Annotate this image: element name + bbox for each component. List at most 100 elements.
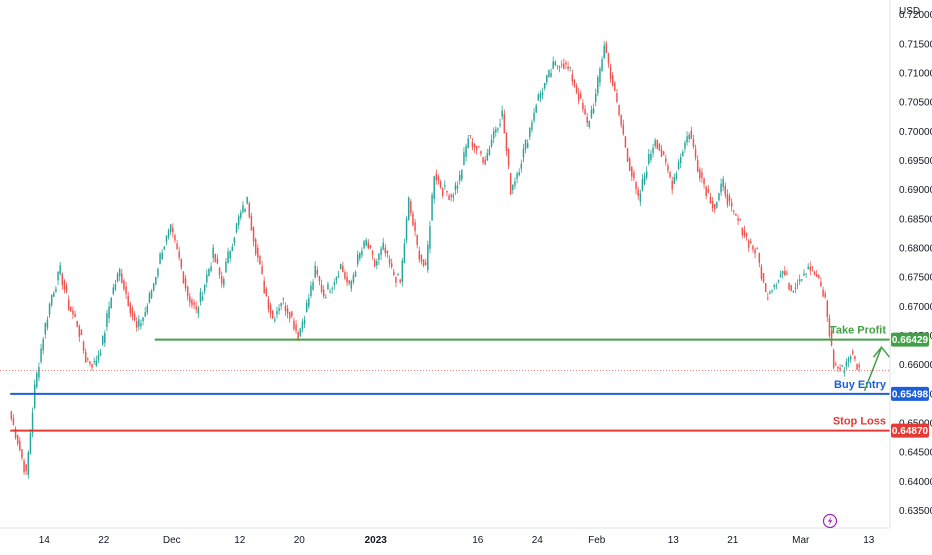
- candle-body: [371, 251, 374, 255]
- candle-body: [849, 356, 852, 360]
- candle-body: [478, 146, 480, 148]
- candle-body: [486, 153, 489, 161]
- take_profit-badge: [891, 332, 929, 347]
- lightning-icon[interactable]: [822, 513, 838, 529]
- candle-body: [414, 222, 416, 232]
- candle-body: [348, 280, 350, 284]
- candle-body: [106, 313, 108, 328]
- candle-body: [686, 136, 688, 143]
- levels-layer: Take Profit Buy Entry Stop Loss: [0, 325, 891, 432]
- candle-body: [441, 188, 444, 196]
- candle-body: [176, 243, 178, 250]
- candle-body: [660, 149, 663, 157]
- x-tick-label: Feb: [588, 535, 606, 546]
- candle-body: [184, 278, 187, 289]
- candle-body: [758, 253, 761, 263]
- candle-body: [329, 291, 331, 293]
- candle-body: [267, 298, 270, 310]
- candle-body: [777, 280, 780, 282]
- candle-body: [159, 253, 161, 264]
- candle-body: [701, 172, 703, 179]
- candle-body: [503, 114, 506, 134]
- candle-body: [331, 288, 333, 290]
- price-badges: 0.66429 0.65498 0.64870: [891, 332, 929, 438]
- candle-body: [346, 276, 348, 283]
- candle-body: [505, 132, 508, 152]
- candle-body: [471, 142, 474, 148]
- candle-body: [382, 242, 384, 250]
- candle-body: [667, 165, 669, 171]
- candle-body: [726, 194, 729, 205]
- candle-body: [161, 252, 163, 260]
- candle-body: [97, 354, 100, 360]
- candle-body: [786, 272, 788, 275]
- candle-body: [308, 298, 310, 307]
- candle-body: [575, 85, 578, 93]
- candle-body: [380, 248, 382, 255]
- candle-body: [405, 218, 408, 241]
- candle-body: [682, 152, 684, 157]
- candle-body: [535, 105, 537, 113]
- candle-body: [801, 279, 803, 281]
- candle-body: [276, 311, 278, 315]
- candle-body: [354, 271, 357, 277]
- candle-body: [779, 274, 782, 278]
- candle-body: [50, 294, 53, 305]
- candle-body: [218, 267, 221, 275]
- candle-body: [798, 279, 801, 282]
- candle-body: [439, 182, 442, 188]
- candle-body: [12, 418, 15, 426]
- candle-body: [359, 253, 361, 259]
- candle-body: [127, 295, 129, 306]
- candle-body: [59, 265, 61, 275]
- candle-body: [662, 151, 665, 155]
- candle-body: [781, 270, 784, 275]
- candle-body: [565, 62, 567, 65]
- candle-body: [193, 302, 195, 306]
- candle-body: [484, 159, 486, 165]
- candle-body: [316, 269, 319, 275]
- y-tick-label: 0.71500: [899, 39, 932, 50]
- x-tick-label: 24: [532, 535, 544, 546]
- candle-body: [301, 321, 304, 329]
- candle-body: [467, 138, 469, 148]
- candle-body: [342, 265, 344, 273]
- candle-body: [822, 289, 824, 297]
- candle-body: [65, 285, 68, 292]
- take_profit-label: Take Profit: [830, 325, 886, 337]
- candle-body: [573, 79, 576, 87]
- candle-body: [416, 234, 418, 246]
- candle-body: [93, 361, 95, 363]
- candles-layer: [10, 40, 860, 479]
- candle-body: [835, 363, 837, 365]
- candle-body: [452, 195, 455, 198]
- candle-body: [597, 77, 599, 94]
- candle-body: [567, 66, 569, 69]
- candle-body: [832, 350, 835, 368]
- candle-body: [669, 171, 671, 178]
- candle-body: [339, 264, 342, 270]
- candle-body: [48, 304, 51, 315]
- candle-body: [788, 282, 790, 290]
- candle-body: [155, 277, 157, 285]
- candle-body: [480, 151, 482, 154]
- candle-body: [620, 115, 622, 126]
- candle-body: [291, 311, 293, 317]
- candle-body: [74, 313, 76, 318]
- candle-body: [397, 273, 399, 275]
- candle-body: [310, 285, 312, 297]
- candle-body: [501, 110, 503, 117]
- candle-body: [728, 196, 731, 202]
- candle-body: [46, 319, 49, 328]
- candle-body: [673, 176, 676, 185]
- candle-body: [129, 303, 132, 314]
- candle-body: [847, 358, 850, 363]
- candle-body: [36, 372, 38, 387]
- candle-body: [594, 93, 597, 103]
- candle-body: [665, 158, 667, 163]
- candle-body: [378, 254, 380, 260]
- candle-body: [322, 289, 325, 297]
- candle-body: [497, 128, 499, 130]
